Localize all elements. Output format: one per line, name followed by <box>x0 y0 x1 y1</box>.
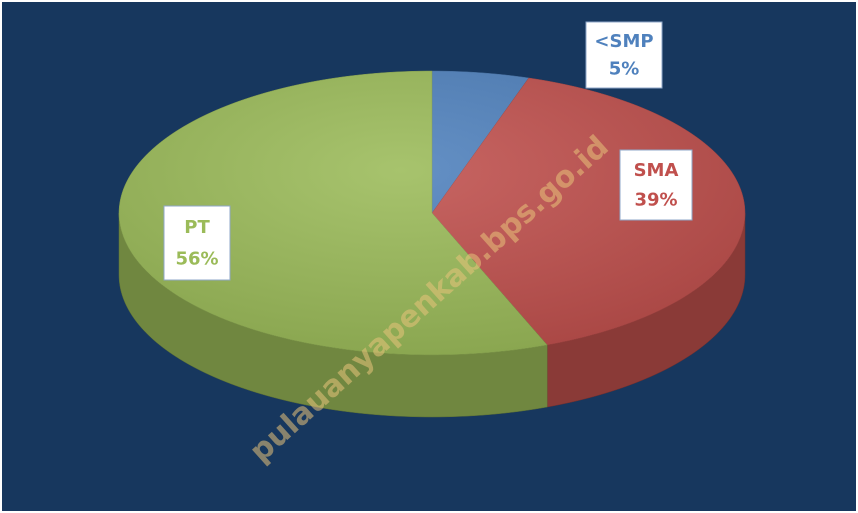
category-label: <SMP <box>594 31 653 52</box>
category-label: SMA <box>634 160 679 181</box>
category-label: PT <box>184 217 210 238</box>
value-label: 56% <box>175 248 218 269</box>
label-box <box>619 149 693 221</box>
value-label: 5% <box>609 59 640 80</box>
label-box <box>585 21 663 89</box>
value-label: 39% <box>634 189 677 210</box>
labels: <SMP 5% SMA 39% PT 56% <box>163 21 693 281</box>
label-box <box>163 205 231 281</box>
